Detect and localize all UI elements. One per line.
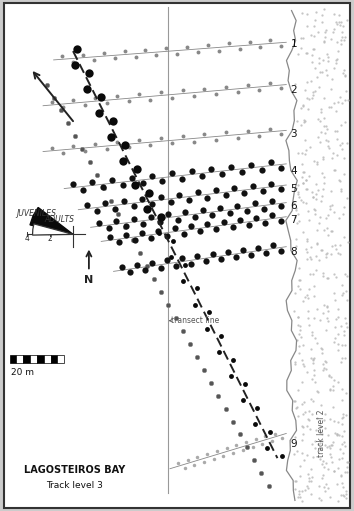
- Text: 2: 2: [48, 234, 52, 243]
- Polygon shape: [33, 224, 73, 235]
- Text: 20 m: 20 m: [11, 368, 34, 377]
- Text: 8: 8: [291, 247, 297, 257]
- Text: JUVENILES: JUVENILES: [16, 209, 56, 218]
- Text: transect line: transect line: [171, 316, 219, 325]
- Text: ADULTS: ADULTS: [44, 215, 74, 224]
- Text: 4: 4: [25, 234, 30, 243]
- Text: 9: 9: [291, 439, 297, 449]
- Text: 7: 7: [291, 215, 297, 225]
- Text: 5: 5: [291, 183, 297, 194]
- Text: 4: 4: [291, 166, 297, 176]
- Bar: [10, 355, 16, 363]
- Text: 1: 1: [291, 39, 297, 49]
- Text: 2: 2: [291, 85, 297, 95]
- Text: 3: 3: [291, 129, 297, 139]
- Bar: [51, 355, 57, 363]
- Text: N: N: [84, 275, 93, 285]
- Bar: [30, 355, 37, 363]
- Bar: [23, 355, 30, 363]
- Text: 6: 6: [291, 201, 297, 211]
- Bar: [57, 355, 64, 363]
- Text: LAGOSTEIROS BAY: LAGOSTEIROS BAY: [24, 465, 125, 475]
- Bar: [37, 355, 44, 363]
- Text: Track level 3: Track level 3: [46, 481, 103, 490]
- Bar: [16, 355, 23, 363]
- Polygon shape: [30, 207, 73, 235]
- Bar: [44, 355, 51, 363]
- Text: track level 2: track level 2: [317, 410, 326, 457]
